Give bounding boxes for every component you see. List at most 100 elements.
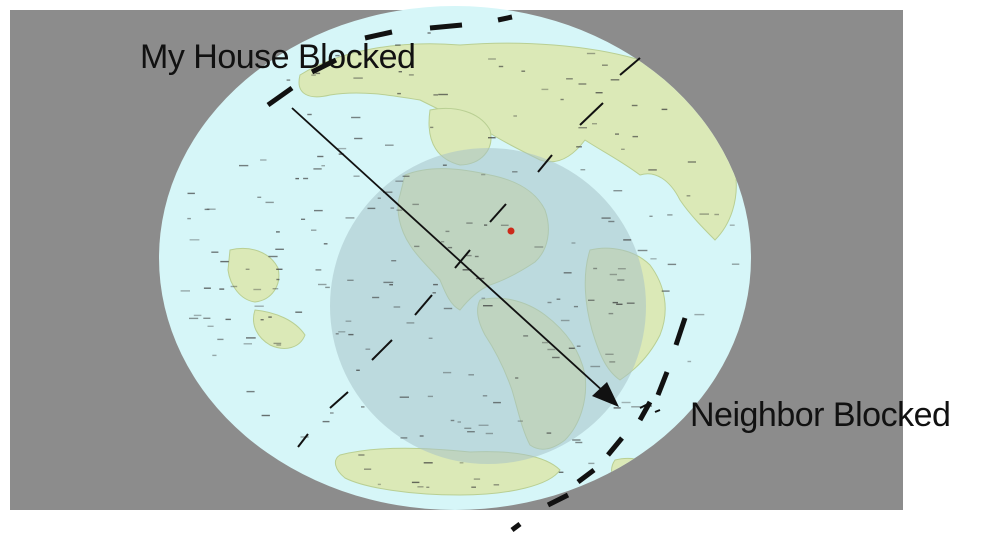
map-text-speck bbox=[590, 365, 601, 368]
map-text-speck bbox=[575, 441, 583, 444]
map-text-speck bbox=[212, 354, 217, 357]
map-text-speck bbox=[609, 273, 617, 276]
map-text-speck bbox=[275, 248, 284, 250]
map-text-speck bbox=[447, 246, 453, 249]
map-text-speck bbox=[261, 414, 270, 417]
map-text-speck bbox=[189, 317, 199, 320]
map-text-speck bbox=[254, 305, 264, 307]
map-text-speck bbox=[512, 171, 518, 173]
map-text-speck bbox=[485, 432, 493, 435]
map-text-speck bbox=[315, 269, 322, 271]
map-text-speck bbox=[616, 303, 623, 305]
map-text-speck bbox=[592, 123, 597, 125]
map-text-speck bbox=[466, 254, 472, 257]
map-text-speck bbox=[631, 406, 641, 408]
map-text-speck bbox=[523, 335, 529, 337]
map-text-speck bbox=[211, 251, 219, 253]
map-text-speck bbox=[471, 486, 476, 488]
elevation-tick bbox=[414, 294, 433, 316]
map-text-speck bbox=[189, 239, 200, 241]
map-text-speck bbox=[687, 360, 692, 363]
map-text-speck bbox=[433, 283, 438, 286]
elevation-tick bbox=[654, 409, 661, 413]
map-text-speck bbox=[187, 217, 191, 220]
map-text-speck bbox=[367, 207, 376, 210]
map-text-speck bbox=[560, 98, 564, 101]
horizon-dash bbox=[497, 14, 513, 23]
map-text-speck bbox=[483, 305, 493, 307]
map-text-speck bbox=[225, 318, 231, 321]
map-text-speck bbox=[521, 70, 526, 72]
map-text-speck bbox=[613, 190, 623, 192]
map-text-speck bbox=[605, 353, 614, 355]
horizon-dash bbox=[310, 57, 338, 75]
neighbor-blocked-label: Neighbor Blocked bbox=[690, 396, 951, 434]
map-text-speck bbox=[631, 104, 638, 107]
map-text-speck bbox=[361, 406, 365, 408]
horizon-dash bbox=[510, 522, 522, 532]
map-text-speck bbox=[442, 164, 447, 166]
map-text-speck bbox=[390, 207, 395, 209]
map-text-speck bbox=[560, 319, 570, 322]
map-text-speck bbox=[245, 268, 250, 270]
map-text-speck bbox=[609, 361, 616, 363]
map-text-speck bbox=[314, 209, 323, 212]
map-text-speck bbox=[364, 468, 372, 470]
map-text-speck bbox=[488, 137, 496, 139]
map-text-speck bbox=[203, 287, 211, 289]
map-text-speck bbox=[276, 278, 280, 281]
map-text-speck bbox=[347, 279, 354, 281]
map-text-speck bbox=[580, 169, 586, 171]
map-text-speck bbox=[457, 421, 461, 423]
map-text-speck bbox=[260, 159, 267, 161]
map-text-speck bbox=[301, 218, 306, 220]
map-text-speck bbox=[474, 255, 479, 258]
map-text-speck bbox=[246, 390, 255, 393]
map-text-speck bbox=[500, 224, 509, 226]
map-text-speck bbox=[648, 169, 657, 171]
map-text-speck bbox=[612, 301, 618, 304]
map-text-speck bbox=[193, 314, 202, 317]
map-text-speck bbox=[443, 371, 452, 374]
map-text-speck bbox=[427, 32, 431, 34]
map-text-speck bbox=[335, 54, 340, 57]
map-text-speck bbox=[714, 213, 719, 216]
map-text-speck bbox=[430, 126, 434, 129]
map-text-speck bbox=[513, 115, 517, 117]
map-text-speck bbox=[694, 313, 705, 316]
elevation-ticks bbox=[297, 57, 661, 448]
horizon-dash bbox=[606, 436, 624, 457]
map-text-speck bbox=[595, 92, 603, 94]
map-text-speck bbox=[466, 222, 473, 224]
map-text-specks bbox=[180, 32, 740, 488]
map-text-speck bbox=[383, 191, 393, 193]
map-text-speck bbox=[377, 197, 381, 199]
map-text-speck bbox=[391, 260, 397, 262]
map-text-speck bbox=[661, 290, 670, 292]
map-text-speck bbox=[617, 279, 625, 281]
map-text-speck bbox=[408, 74, 414, 76]
map-text-speck bbox=[358, 454, 365, 456]
horizon-dash bbox=[429, 22, 463, 31]
map-text-speck bbox=[515, 377, 519, 379]
map-text-speck bbox=[482, 395, 488, 397]
map-text-speck bbox=[576, 146, 582, 148]
map-text-speck bbox=[348, 333, 354, 336]
arrowhead-icon bbox=[592, 382, 619, 407]
horizon-dash bbox=[364, 29, 393, 41]
map-text-speck bbox=[243, 343, 252, 345]
map-text-speck bbox=[412, 203, 419, 206]
map-text-speck bbox=[445, 230, 450, 233]
map-text-speck bbox=[568, 347, 575, 349]
map-text-speck bbox=[311, 74, 316, 76]
map-text-speck bbox=[365, 348, 371, 350]
map-text-speck bbox=[493, 401, 501, 404]
my-house-blocked-label: My House Blocked bbox=[140, 38, 416, 76]
horizon-dash bbox=[546, 492, 570, 508]
map-text-speck bbox=[650, 258, 657, 260]
map-text-speck bbox=[558, 471, 564, 473]
map-text-speck bbox=[556, 298, 561, 300]
map-text-speck bbox=[441, 241, 445, 243]
map-text-speck bbox=[546, 432, 552, 434]
